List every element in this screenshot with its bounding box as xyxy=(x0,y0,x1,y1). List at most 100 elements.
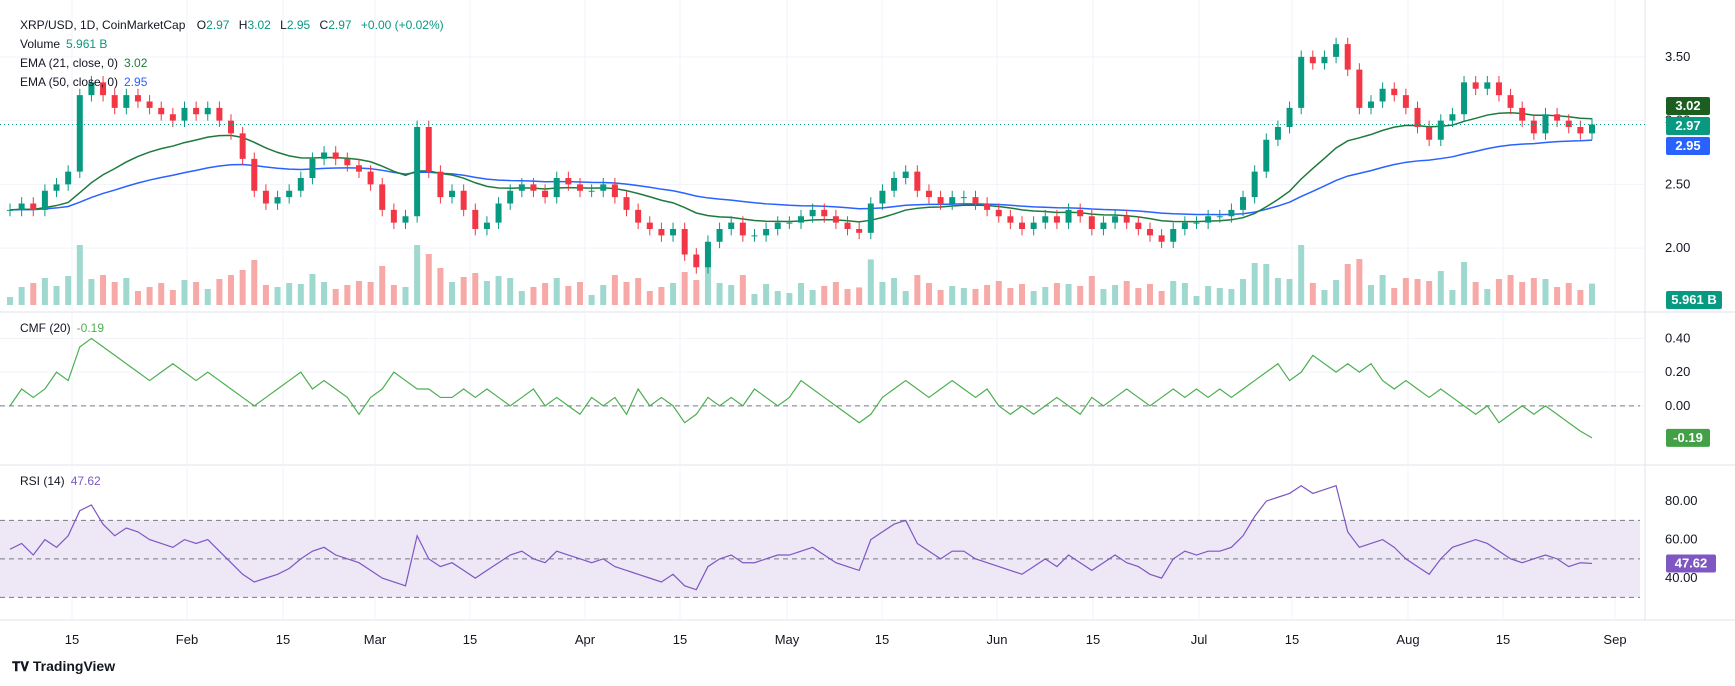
candle-body xyxy=(286,190,293,198)
volume-bar xyxy=(1298,245,1305,305)
volume-bar xyxy=(937,290,944,305)
candle-body xyxy=(518,184,525,191)
close-value: 2.97 xyxy=(328,18,352,32)
candle-body xyxy=(1135,222,1142,229)
volume-bar xyxy=(414,245,421,305)
candle-body xyxy=(1391,88,1398,96)
volume-bar xyxy=(751,294,758,305)
candle-body xyxy=(437,171,444,198)
volume-bar xyxy=(1158,291,1165,305)
candle-body xyxy=(1426,127,1433,140)
candle-body xyxy=(414,127,421,217)
price-badge xyxy=(1666,97,1710,115)
candle-body xyxy=(786,222,793,224)
candle-body xyxy=(1077,209,1084,217)
x-tick-label: 15 xyxy=(65,632,79,647)
candle-body xyxy=(984,203,991,210)
candle-body xyxy=(588,190,595,192)
candle-body xyxy=(925,190,932,198)
price-axis-label: 2.50 xyxy=(1665,176,1690,191)
volume-bar xyxy=(832,282,839,305)
candle-body xyxy=(1414,107,1421,127)
candle-body xyxy=(65,171,72,185)
candle-body xyxy=(88,82,95,96)
candle-body xyxy=(1333,44,1340,57)
volume-bar xyxy=(1367,285,1374,305)
open-label: O xyxy=(196,18,207,32)
volume-bar xyxy=(1333,280,1340,305)
volume-bar xyxy=(193,282,200,305)
volume-bar xyxy=(425,254,432,305)
volume-bar xyxy=(914,275,921,305)
volume-bar xyxy=(321,282,328,305)
candle-body xyxy=(1530,120,1537,134)
symbol-label: XRP/USD, 1D, CoinMarketCap xyxy=(20,18,186,32)
price-badge xyxy=(1666,137,1710,155)
volume-bar xyxy=(960,288,967,305)
price-badge-label: 2.97 xyxy=(1675,118,1700,133)
volume-bar xyxy=(1019,284,1026,305)
ema50-legend: EMA (50, close, 0) 2.95 xyxy=(20,75,147,89)
volume-bar xyxy=(949,286,956,305)
volume-bar xyxy=(1042,287,1049,305)
volume-bar xyxy=(111,282,118,305)
candle-body xyxy=(658,229,665,236)
volume-badge-label: 5.961 B xyxy=(1671,292,1717,307)
tradingview-logo[interactable]: 𝐓𝐕 TradingView xyxy=(12,658,115,675)
candle-body xyxy=(123,95,130,108)
candle-body xyxy=(483,222,490,229)
candle-body xyxy=(1123,216,1130,223)
x-tick-label: 15 xyxy=(875,632,889,647)
candle-body xyxy=(367,171,374,185)
candle-body xyxy=(460,190,467,210)
volume-bar xyxy=(367,282,374,305)
candle-body xyxy=(751,235,758,237)
volume-bar xyxy=(867,259,874,305)
candle-body xyxy=(1193,222,1200,224)
candle-body xyxy=(995,209,1002,217)
change-value: +0.00 (+0.02%) xyxy=(360,18,444,32)
candle-body xyxy=(681,229,688,255)
candle-body xyxy=(1263,139,1270,172)
candle-body xyxy=(355,165,362,172)
candle-body xyxy=(111,95,118,108)
candle-body xyxy=(251,158,258,191)
candle-body xyxy=(891,178,898,191)
candle-body xyxy=(1205,216,1212,223)
volume-bar xyxy=(600,285,607,305)
candle-body xyxy=(7,209,13,211)
price-badge-label: 2.95 xyxy=(1675,138,1700,153)
x-tick-label: May xyxy=(775,632,800,647)
ema21-label: EMA (21, close, 0) xyxy=(20,56,119,70)
candle-body xyxy=(495,203,502,223)
volume-bar xyxy=(1193,296,1200,305)
candle-body xyxy=(960,197,967,199)
volume-bar xyxy=(332,289,339,305)
x-tick-label: Jun xyxy=(987,632,1008,647)
volume-bar xyxy=(658,287,665,305)
candle-body xyxy=(18,203,25,210)
candle-body xyxy=(1216,216,1223,218)
volume-bar xyxy=(483,281,490,305)
candle-body xyxy=(774,222,781,229)
candle-body xyxy=(216,107,223,121)
ema21-value: 3.02 xyxy=(124,56,148,70)
low-value: 2.95 xyxy=(286,18,311,32)
candle-body xyxy=(181,107,188,121)
volume-bar xyxy=(646,291,653,305)
volume-bar xyxy=(611,275,618,305)
volume-bar xyxy=(739,275,746,305)
volume-bar xyxy=(704,264,711,305)
rsi-axis-label: 60.00 xyxy=(1665,532,1698,547)
candle-body xyxy=(716,229,723,242)
candle-body xyxy=(321,152,328,159)
volume-bar xyxy=(1530,278,1537,305)
volume-bar xyxy=(1565,283,1572,305)
volume-bar xyxy=(495,276,502,305)
candle-body xyxy=(914,171,921,191)
volume-bar xyxy=(18,287,25,305)
x-tick-label: Aug xyxy=(1396,632,1419,647)
volume-bar xyxy=(763,284,770,305)
candle-body xyxy=(1472,82,1479,89)
